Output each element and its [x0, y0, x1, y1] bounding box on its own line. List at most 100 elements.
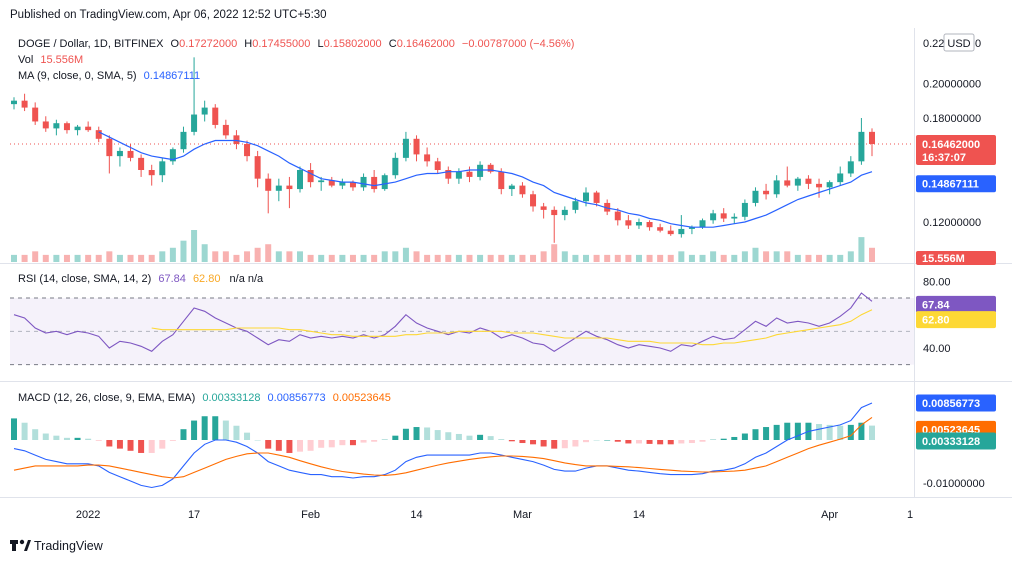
symbol-legend[interactable]: DOGE / Dollar, 1D, BITFINEX O0.17272000 …	[18, 38, 574, 50]
price-candles[interactable]	[11, 57, 875, 243]
volume-legend[interactable]: Vol 15.556M	[18, 54, 83, 66]
time-tick-label: 14	[410, 509, 422, 521]
candle-body	[21, 100, 28, 108]
time-axis[interactable]: 2022 17 Feb 14 Mar 14 Apr 1	[76, 509, 913, 521]
macd-histogram-bar	[741, 433, 748, 440]
tradingview-logo-icon	[10, 539, 31, 551]
macd-histogram-bar	[413, 427, 420, 440]
volume-bar	[53, 254, 60, 262]
volume-bar	[233, 254, 240, 262]
macd-histogram-bar	[710, 439, 717, 440]
volume-bar	[74, 254, 81, 262]
currency-badge[interactable]	[943, 33, 975, 52]
macd-histogram-bar	[784, 422, 791, 440]
macd-histogram-bar	[593, 440, 600, 441]
macd-histogram-bar	[858, 422, 865, 440]
rsi-axis[interactable]: 80.00 40.00	[923, 276, 951, 355]
macd-histogram-bar	[95, 440, 102, 441]
volume-bar	[837, 254, 844, 262]
candle-body	[551, 209, 558, 216]
volume-bar	[169, 247, 176, 262]
volume-bar	[826, 254, 833, 262]
volume-bar	[116, 254, 123, 262]
candle-body	[805, 178, 812, 184]
volume-bar	[678, 251, 685, 262]
macd-histogram-bar	[85, 438, 92, 440]
volume-bar	[222, 251, 229, 262]
candle-body	[763, 190, 770, 195]
symbol-name: DOGE / Dollar, 1D, BITFINEX	[18, 38, 164, 50]
ohlc-close-label: C	[389, 38, 397, 50]
volume-bar	[847, 251, 854, 262]
ma-legend[interactable]: MA (9, close, 0, SMA, 5) 0.14867111	[18, 70, 200, 82]
macd-histogram-bar	[869, 425, 875, 440]
ohlc-close-value: 0.16462000	[397, 38, 455, 50]
volume-bar	[424, 254, 431, 262]
price-axis[interactable]: 0.200000000.180000000.140000000.12000000…	[923, 38, 981, 229]
macd-histogram-bar	[678, 440, 685, 444]
volume-bar	[434, 254, 441, 262]
volume-bar	[646, 254, 653, 262]
volume-bar	[625, 254, 632, 262]
macd-histogram-bar	[233, 425, 240, 440]
candle-body	[561, 209, 568, 216]
time-tick-label: Feb	[301, 509, 320, 521]
macd-histogram-bar	[826, 424, 833, 440]
macd-histogram-bar	[212, 416, 219, 440]
candle-body	[106, 138, 113, 157]
volume-bar	[339, 254, 346, 262]
volume-bar	[688, 254, 695, 262]
volume-bar	[572, 254, 579, 262]
volume-bar	[731, 254, 738, 262]
ohlc-low-label: L	[317, 38, 323, 50]
candle-body	[837, 173, 844, 183]
macd-histogram-bar	[773, 424, 780, 440]
candle-body	[816, 183, 823, 188]
candle-body	[254, 156, 261, 179]
tradingview-logo[interactable]: TradingView	[10, 539, 104, 553]
time-tick-label: 17	[188, 509, 200, 521]
volume-bar	[159, 251, 166, 262]
macd-histogram-bar	[519, 440, 526, 444]
tradingview-logo-text: TradingView	[34, 539, 104, 553]
candle-body	[720, 213, 727, 219]
candle-body	[244, 144, 251, 157]
volume-bar	[667, 254, 674, 262]
macd-histogram-bar	[837, 425, 844, 440]
candle-body	[148, 170, 155, 176]
candle-body	[540, 206, 547, 210]
macd-signal-value: 0.00523645	[333, 392, 391, 404]
macd-histogram-bar	[402, 428, 409, 440]
rsi-legend[interactable]: RSI (14, close, SMA, 14, 2) 67.84 62.80 …	[18, 273, 264, 285]
rsi-value: 67.84	[158, 273, 186, 285]
volume-bar	[720, 254, 727, 262]
macd-histogram-bar	[561, 440, 568, 449]
volume-bar	[95, 254, 102, 262]
candle-body	[392, 157, 399, 176]
macd-legend[interactable]: MACD (12, 26, close, 9, EMA, EMA) 0.0033…	[18, 392, 391, 404]
candle-body	[572, 201, 579, 210]
time-tick-label: 2022	[76, 509, 100, 521]
rsi-tick-label: 80.00	[923, 276, 951, 288]
candle-body	[53, 123, 60, 129]
macd-histogram-bar	[445, 432, 452, 440]
macd-histogram-bar	[106, 440, 113, 447]
volume-bar	[265, 244, 272, 262]
rsi-label: RSI (14, close, SMA, 14, 2)	[18, 273, 151, 285]
time-tick-label: 14	[633, 509, 645, 521]
macd-histogram-bar	[847, 424, 854, 440]
ma-label: MA (9, close, 0, SMA, 5)	[18, 70, 137, 82]
volume-bar	[477, 254, 484, 262]
macd-tag-bg	[916, 394, 996, 412]
candle-body	[741, 202, 748, 217]
candle-body	[212, 107, 219, 125]
volume-bar	[455, 254, 462, 262]
ohlc-change: −0.00787000 (−4.56%)	[462, 38, 575, 50]
candle-body	[477, 164, 484, 177]
candle-body	[604, 202, 611, 212]
time-tick-label: 1	[907, 509, 913, 521]
volume-bar	[614, 254, 621, 262]
candle-body	[11, 100, 17, 105]
macd-histogram-bar	[180, 429, 187, 440]
